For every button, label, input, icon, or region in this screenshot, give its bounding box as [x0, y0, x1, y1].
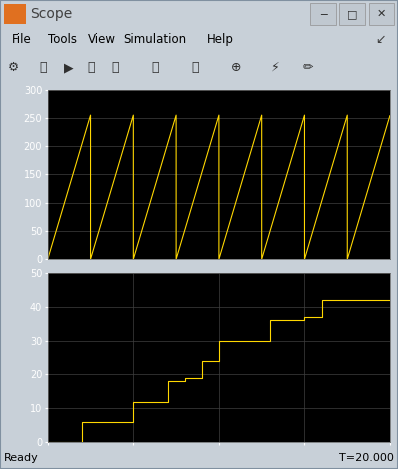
Text: ⧉: ⧉ [151, 61, 159, 74]
Text: ↙: ↙ [376, 32, 386, 45]
Text: Simulation: Simulation [123, 32, 187, 45]
Text: ⏭: ⏭ [88, 61, 95, 74]
Text: Tools: Tools [48, 32, 77, 45]
Text: ⚡: ⚡ [271, 61, 279, 74]
Text: ✏: ✏ [302, 61, 313, 74]
Bar [310, 3, 336, 25]
Text: ▶: ▶ [64, 61, 73, 74]
Bar [339, 3, 365, 25]
Text: ✕: ✕ [377, 9, 386, 19]
Text: ⚙: ⚙ [8, 61, 19, 74]
Text: 🔍: 🔍 [191, 61, 199, 74]
Text: ⏮: ⏮ [40, 61, 47, 74]
Text: ⏹: ⏹ [111, 61, 119, 74]
Text: Scope: Scope [30, 7, 72, 21]
Text: Help: Help [207, 32, 234, 45]
Text: Ready: Ready [4, 453, 39, 463]
Bar [4, 4, 26, 24]
Text: ─: ─ [320, 9, 326, 19]
Bar [369, 3, 394, 25]
Text: View: View [88, 32, 115, 45]
Text: ⊕: ⊕ [231, 61, 241, 74]
Text: T=20.000: T=20.000 [339, 453, 394, 463]
Text: □: □ [347, 9, 357, 19]
Text: File: File [12, 32, 32, 45]
